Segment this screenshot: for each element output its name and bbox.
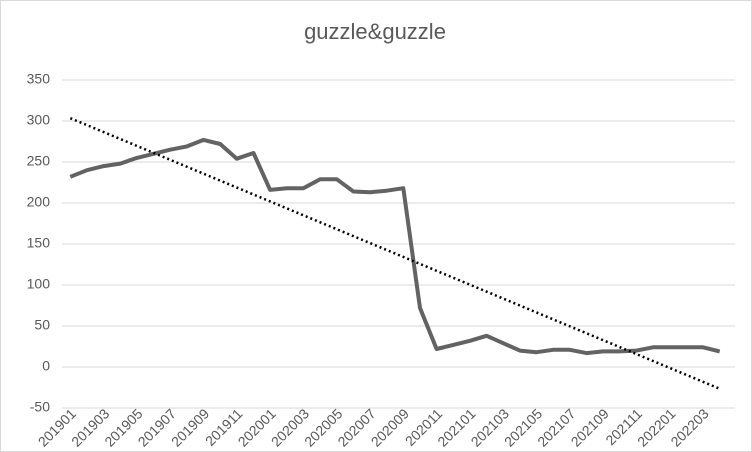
trendline — [69, 117, 721, 390]
y-tick-label: 50 — [34, 317, 50, 333]
y-tick-label: 100 — [27, 276, 51, 292]
y-tick-label: 300 — [27, 112, 51, 128]
y-tick-label: 250 — [27, 153, 51, 169]
y-tick-label: -50 — [30, 399, 50, 415]
y-tick-label: 0 — [42, 358, 50, 374]
data-line — [69, 137, 721, 356]
y-tick-label: 200 — [27, 194, 51, 210]
y-tick-label: 350 — [27, 71, 51, 87]
chart-title: guzzle&guzzle — [304, 19, 446, 44]
y-tick-label: 150 — [27, 235, 51, 251]
